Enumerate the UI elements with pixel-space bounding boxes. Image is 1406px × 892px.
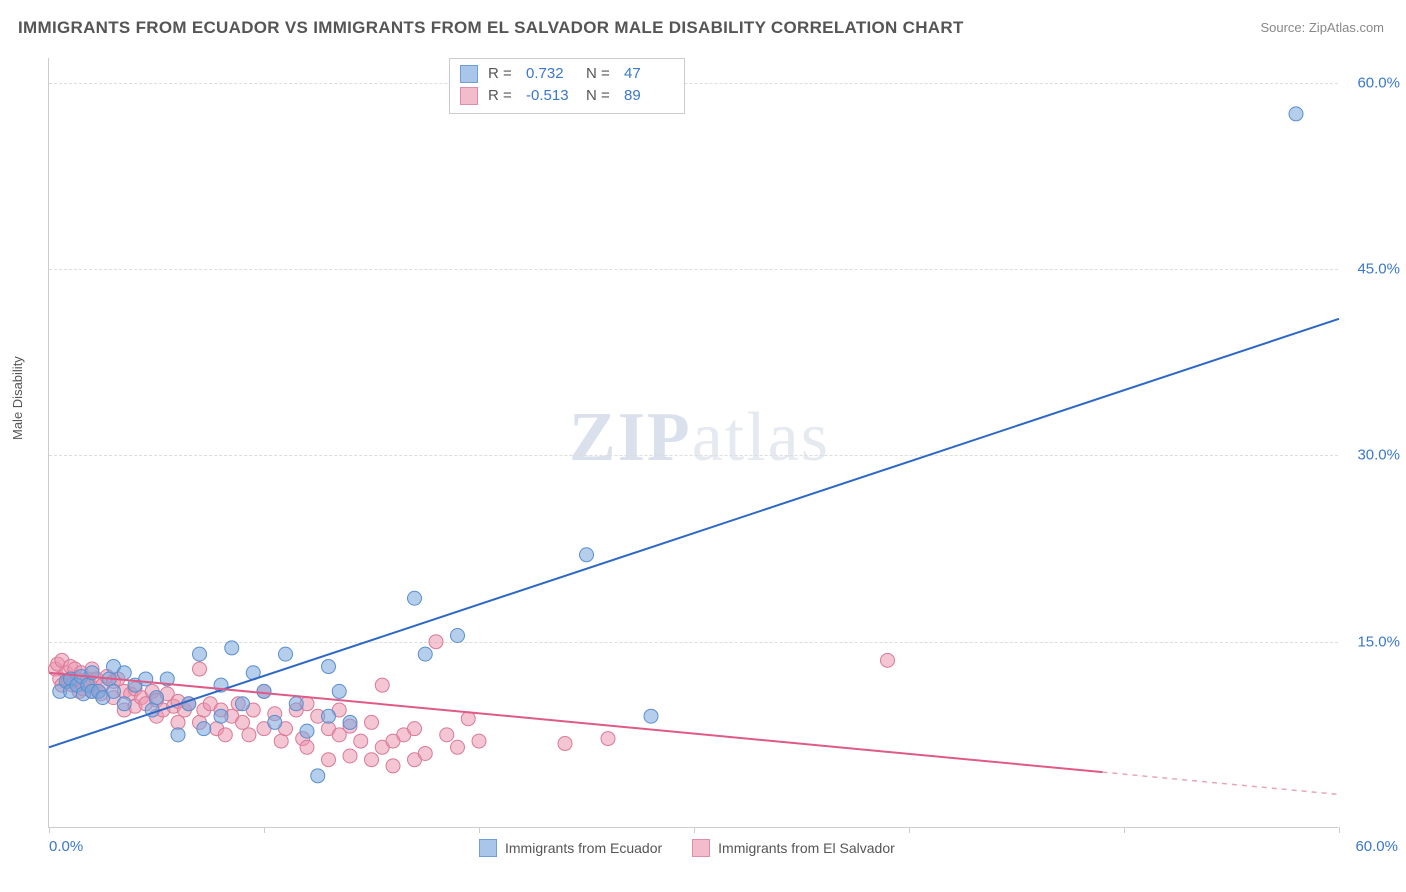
y-tick-label: 30.0%	[1357, 447, 1400, 464]
y-axis-label: Male Disability	[10, 356, 25, 440]
chart-title: IMMIGRANTS FROM ECUADOR VS IMMIGRANTS FR…	[18, 18, 964, 38]
y-tick-label: 45.0%	[1357, 261, 1400, 278]
legend-item-ecuador: Immigrants from Ecuador	[479, 839, 662, 857]
legend-label-elsalvador: Immigrants from El Salvador	[718, 840, 895, 856]
swatch-ecuador-icon	[479, 839, 497, 857]
chart-svg	[49, 58, 1339, 828]
source-label: Source: ZipAtlas.com	[1260, 20, 1384, 35]
series-legend: Immigrants from Ecuador Immigrants from …	[479, 839, 895, 857]
y-tick-label: 15.0%	[1357, 633, 1400, 650]
y-tick-label: 60.0%	[1357, 74, 1400, 91]
x-tick-mark	[1339, 827, 1340, 833]
legend-label-ecuador: Immigrants from Ecuador	[505, 840, 662, 856]
swatch-elsalvador-icon	[692, 839, 710, 857]
x-tick-max: 60.0%	[1355, 838, 1398, 855]
legend-item-elsalvador: Immigrants from El Salvador	[692, 839, 895, 857]
x-tick-min: 0.0%	[49, 838, 83, 855]
plot-area: ZIPatlas 15.0%30.0%45.0%60.0% R = 0.732 …	[48, 58, 1338, 828]
